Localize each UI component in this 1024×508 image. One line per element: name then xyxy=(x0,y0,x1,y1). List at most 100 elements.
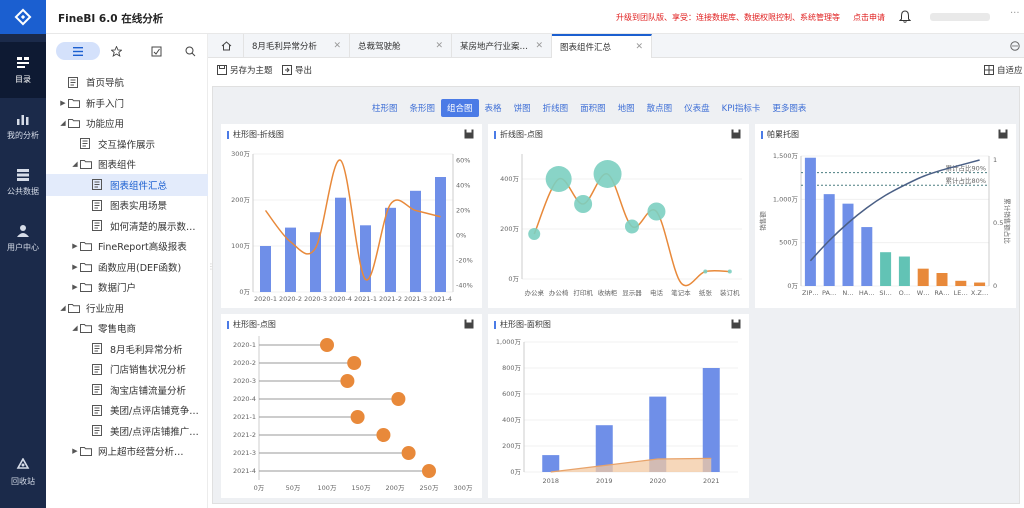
tab-ceo-cockpit[interactable]: 总裁驾驶舱 ✕ xyxy=(350,34,452,58)
close-icon[interactable]: ✕ xyxy=(435,41,443,51)
tree-item[interactable]: ◢ 图表组件 xyxy=(46,153,208,175)
close-icon[interactable]: ✕ xyxy=(333,41,341,51)
card-bar-area[interactable]: 柱形图-面积图 0万 200万 400万 600万 800万 1,000万 2018 2019… xyxy=(488,314,749,498)
tree-item[interactable]: 如何清楚的展示数… xyxy=(46,215,208,237)
save-icon[interactable] xyxy=(464,129,474,139)
folder-icon xyxy=(80,323,93,334)
card-pareto[interactable]: 帕累托图 0万 500万 1,000万 1,500万 0 0.5 1 销售额 累计销售额占比 累计… xyxy=(755,124,1016,308)
close-icon[interactable]: ✕ xyxy=(635,42,643,52)
expand-icon[interactable]: ▶ xyxy=(72,242,78,250)
series-line xyxy=(264,159,441,281)
auto-fit-button[interactable]: 自适应 xyxy=(984,64,1023,76)
tree-item[interactable]: 图表实用场景 xyxy=(46,194,208,216)
tree-search-button[interactable] xyxy=(182,43,198,59)
chart-type-tab[interactable]: 更多图表 xyxy=(772,104,807,114)
app-logo[interactable] xyxy=(0,0,46,34)
favorite-button[interactable] xyxy=(108,43,124,59)
card-title: 柱形图-点图 xyxy=(227,319,276,330)
chart-type-tab[interactable]: 面积图 xyxy=(580,104,606,114)
data-point xyxy=(703,269,708,274)
home-tab[interactable] xyxy=(208,34,244,58)
tree-item[interactable]: ▶ 新手入门 xyxy=(46,92,208,114)
save-icon[interactable] xyxy=(998,129,1008,139)
collapse-icon[interactable]: ◢ xyxy=(72,160,78,168)
tree-item[interactable]: 淘宝店铺流量分析 xyxy=(46,379,208,401)
tab-real-estate[interactable]: 某房地产行业案… ✕ xyxy=(452,34,552,58)
tree-item[interactable]: 图表组件汇总 xyxy=(46,173,208,196)
list-view-button[interactable] xyxy=(56,42,100,60)
tree-item[interactable]: ▶ 函数应用(DEF函数) xyxy=(46,256,208,278)
bar xyxy=(974,282,986,286)
collapse-icon[interactable]: ◢ xyxy=(60,119,66,127)
collapse-icon[interactable]: ◢ xyxy=(72,324,78,332)
user-icon xyxy=(17,224,29,237)
nav-public-data-label: 公共数据 xyxy=(7,186,39,196)
save-icon[interactable] xyxy=(731,129,741,139)
chart-type-tab[interactable]: 折线图 xyxy=(542,104,569,114)
tree-item[interactable]: ▶ 数据门户 xyxy=(46,276,208,298)
chart-type-tab[interactable]: 仪表盘 xyxy=(684,104,710,114)
shared-button[interactable] xyxy=(148,43,164,59)
nav-recycle-bin[interactable]: 回收站 xyxy=(0,444,46,500)
tree-item[interactable]: 交互操作展示 xyxy=(46,133,208,155)
export-button[interactable]: 导出 xyxy=(282,64,312,76)
y-tick-label: 2020-1 xyxy=(233,341,256,349)
more-menu-icon[interactable]: ··· xyxy=(1010,8,1020,19)
tabs-more-icon[interactable] xyxy=(1008,34,1024,58)
tree-item[interactable]: 门店销售状况分析 xyxy=(46,358,208,380)
tree-item[interactable]: ▶ FineReport高级报表 xyxy=(46,235,208,257)
expand-icon[interactable]: ▶ xyxy=(72,447,78,455)
card-bar-line[interactable]: 柱形图-折线图 0万 100万 200万 300万 -40% -20% 0% 20% 40% 60… xyxy=(221,124,482,308)
x-tick-label: 2020-3 xyxy=(304,295,327,303)
tree-item[interactable]: 美团/点评店铺推广… xyxy=(46,420,208,442)
bar xyxy=(955,280,967,286)
tree-item[interactable]: 美团/点评店铺竞争… xyxy=(46,399,208,421)
chart-type-tab[interactable]: 散点图 xyxy=(646,104,673,114)
nav-catalog[interactable]: 目录 xyxy=(0,42,46,98)
chart-type-tab[interactable]: KPI指标卡 xyxy=(721,104,761,114)
save-icon[interactable] xyxy=(731,319,741,329)
page-tabs: 8月毛利异常分析 ✕ 总裁驾驶舱 ✕ 某房地产行业案… ✕ 图表组件汇总 ✕ xyxy=(208,34,1024,58)
folder-icon xyxy=(68,97,81,108)
tree-item[interactable]: 首页导航 xyxy=(46,71,208,93)
chart-type-tab[interactable]: 表格 xyxy=(484,104,502,114)
bell-icon[interactable] xyxy=(898,10,912,26)
nav-public-data[interactable]: 公共数据 xyxy=(0,154,46,210)
tab-label: 8月毛利异常分析 xyxy=(252,42,317,52)
x-tick-label: PA… xyxy=(822,289,836,297)
chart-type-tab[interactable]: 条形图 xyxy=(409,104,436,114)
bar xyxy=(898,256,910,286)
y-tick-label: 2020-2 xyxy=(233,359,256,367)
tab-chart-summary[interactable]: 图表组件汇总 ✕ xyxy=(552,34,652,58)
apply-link[interactable]: 点击申请 xyxy=(853,13,885,22)
chart-type-tab[interactable]: 饼图 xyxy=(513,104,531,114)
tree-item[interactable]: ◢ 功能应用 xyxy=(46,112,208,134)
x-tick-label: O… xyxy=(899,289,911,297)
card-bar-point[interactable]: 柱形图-点图 0万 50万 100万 150万 200万 250万 300万 2020-1 20… xyxy=(221,314,482,498)
tree-item[interactable]: 8月毛利异常分析 xyxy=(46,338,208,360)
bar-point-chart: 0万 50万 100万 150万 200万 250万 300万 2020-1 2020-2 202… xyxy=(233,336,473,492)
close-icon[interactable]: ✕ xyxy=(535,41,543,51)
chart-type-tab[interactable]: 地图 xyxy=(617,104,635,114)
tree-item[interactable]: ◢ 零售电商 xyxy=(46,317,208,339)
x-tick-label: W… xyxy=(917,289,930,297)
user-name[interactable] xyxy=(930,13,990,21)
expand-icon[interactable]: ▶ xyxy=(72,283,78,291)
chart-type-tab[interactable]: 柱形图 xyxy=(372,104,398,114)
logo-icon xyxy=(14,8,32,26)
tree-item[interactable]: ◢ 行业应用 xyxy=(46,297,208,319)
y-tick-label: 0万 xyxy=(787,282,798,290)
tab-8m-gross[interactable]: 8月毛利异常分析 ✕ xyxy=(244,34,350,58)
save-as-theme-button[interactable]: 另存为主题 xyxy=(217,64,273,76)
tree-item[interactable]: ▶ 网上超市经营分析… xyxy=(46,440,208,462)
expand-icon[interactable]: ▶ xyxy=(60,98,66,107)
save-icon[interactable] xyxy=(464,319,474,329)
expand-icon[interactable]: ▶ xyxy=(72,262,78,271)
collapse-icon[interactable]: ◢ xyxy=(60,303,66,312)
chart-type-tab[interactable]: 组合图 xyxy=(441,99,479,117)
card-line-point[interactable]: 折线图-点图 0万 200万 400万 办公桌 办公椅 打印机 收纳柜 显示器 电话 笔记本 纸张装… xyxy=(488,124,749,308)
nav-my-analysis[interactable]: 我的分析 xyxy=(0,98,46,154)
nav-user-center[interactable]: 用户中心 xyxy=(0,210,46,266)
upgrade-promo-link[interactable]: 升级到团队版、享受：连接数据库、数据权限控制、系统管理等 xyxy=(616,13,840,22)
y2-tick-label: 0.5 xyxy=(993,219,1003,227)
